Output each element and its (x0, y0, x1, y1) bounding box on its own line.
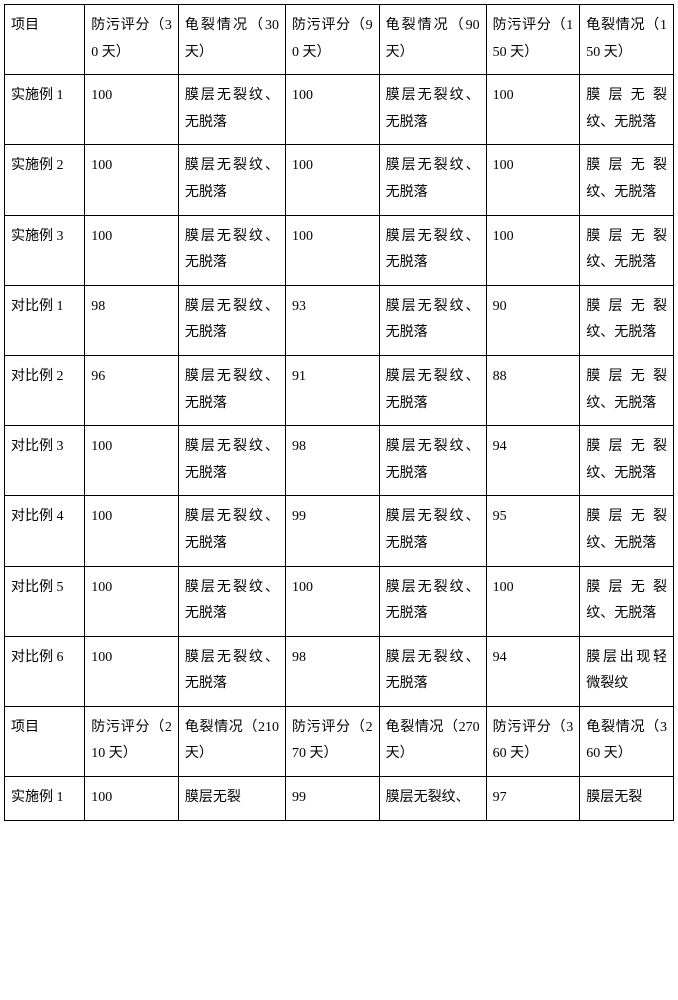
cell: 100 (85, 636, 179, 706)
cell: 龟裂情况（270 天） (379, 706, 486, 776)
cell: 实施例 2 (5, 145, 85, 215)
cell: 膜层无裂纹、无脱落 (580, 285, 674, 355)
cell: 膜层无裂纹、无脱落 (580, 215, 674, 285)
cell: 项目 (5, 5, 85, 75)
cell: 99 (285, 777, 379, 821)
cell: 龟裂情况（360 天） (580, 706, 674, 776)
cell: 膜层无裂 (178, 777, 285, 821)
cell: 防污评分（360 天） (486, 706, 580, 776)
cell: 膜层无裂纹、无脱落 (580, 496, 674, 566)
cell: 100 (85, 426, 179, 496)
cell: 膜层无裂纹、无脱落 (379, 426, 486, 496)
cell: 膜层无裂纹、无脱落 (379, 496, 486, 566)
cell: 实施例 1 (5, 75, 85, 145)
cell: 对比例 2 (5, 355, 85, 425)
cell: 100 (486, 215, 580, 285)
table-row: 实施例 2 100 膜层无裂纹、无脱落 100 膜层无裂纹、无脱落 100 膜层… (5, 145, 674, 215)
cell: 实施例 3 (5, 215, 85, 285)
cell: 膜层无裂 (580, 777, 674, 821)
cell: 实施例 1 (5, 777, 85, 821)
cell: 龟裂情况（150 天） (580, 5, 674, 75)
cell: 防污评分（90 天） (285, 5, 379, 75)
table-row: 实施例 1 100 膜层无裂 99 膜层无裂纹、 97 膜层无裂 (5, 777, 674, 821)
cell: 90 (486, 285, 580, 355)
data-table: 项目 防污评分（30 天） 龟裂情况（30 天） 防污评分（90 天） 龟裂情况… (4, 4, 674, 821)
table-row: 对比例 5 100 膜层无裂纹、无脱落 100 膜层无裂纹、无脱落 100 膜层… (5, 566, 674, 636)
cell: 97 (486, 777, 580, 821)
cell: 防污评分（30 天） (85, 5, 179, 75)
cell: 对比例 5 (5, 566, 85, 636)
cell: 膜层无裂纹、无脱落 (379, 145, 486, 215)
cell: 膜层无裂纹、无脱落 (379, 215, 486, 285)
cell: 防污评分（270 天） (285, 706, 379, 776)
cell: 94 (486, 426, 580, 496)
cell: 对比例 3 (5, 426, 85, 496)
cell: 95 (486, 496, 580, 566)
cell: 100 (285, 75, 379, 145)
cell: 膜层无裂纹、无脱落 (178, 145, 285, 215)
cell: 膜层无裂纹、无脱落 (580, 145, 674, 215)
cell: 99 (285, 496, 379, 566)
cell: 100 (486, 75, 580, 145)
cell: 100 (85, 566, 179, 636)
cell: 100 (85, 215, 179, 285)
cell: 防污评分（210 天） (85, 706, 179, 776)
cell: 膜层无裂纹、无脱落 (379, 566, 486, 636)
cell: 对比例 4 (5, 496, 85, 566)
cell: 膜层无裂纹、无脱落 (580, 355, 674, 425)
cell: 88 (486, 355, 580, 425)
cell: 膜层无裂纹、 (379, 777, 486, 821)
cell: 100 (285, 566, 379, 636)
cell: 98 (85, 285, 179, 355)
table-row: 对比例 4 100 膜层无裂纹、无脱落 99 膜层无裂纹、无脱落 95 膜层无裂… (5, 496, 674, 566)
table-row: 项目 防污评分（210 天） 龟裂情况（210 天） 防污评分（270 天） 龟… (5, 706, 674, 776)
cell: 对比例 1 (5, 285, 85, 355)
cell: 膜层无裂纹、无脱落 (580, 566, 674, 636)
cell: 膜层无裂纹、无脱落 (580, 75, 674, 145)
table-row: 对比例 6 100 膜层无裂纹、无脱落 98 膜层无裂纹、无脱落 94 膜层出现… (5, 636, 674, 706)
cell: 100 (486, 566, 580, 636)
table-row: 对比例 2 96 膜层无裂纹、无脱落 91 膜层无裂纹、无脱落 88 膜层无裂纹… (5, 355, 674, 425)
table-row: 项目 防污评分（30 天） 龟裂情况（30 天） 防污评分（90 天） 龟裂情况… (5, 5, 674, 75)
cell: 膜层无裂纹、无脱落 (178, 215, 285, 285)
cell: 100 (85, 145, 179, 215)
cell: 龟裂情况（210 天） (178, 706, 285, 776)
cell: 100 (285, 215, 379, 285)
cell: 91 (285, 355, 379, 425)
cell: 膜层无裂纹、无脱落 (178, 636, 285, 706)
table-row: 实施例 3 100 膜层无裂纹、无脱落 100 膜层无裂纹、无脱落 100 膜层… (5, 215, 674, 285)
cell: 膜层无裂纹、无脱落 (379, 75, 486, 145)
cell: 100 (285, 145, 379, 215)
cell: 膜层无裂纹、无脱落 (178, 566, 285, 636)
cell: 防污评分（150 天） (486, 5, 580, 75)
cell: 项目 (5, 706, 85, 776)
cell: 膜层无裂纹、无脱落 (178, 496, 285, 566)
table-row: 实施例 1 100 膜层无裂纹、无脱落 100 膜层无裂纹、无脱落 100 膜层… (5, 75, 674, 145)
cell: 94 (486, 636, 580, 706)
cell: 膜层无裂纹、无脱落 (178, 285, 285, 355)
cell: 膜层无裂纹、无脱落 (178, 426, 285, 496)
cell: 膜层无裂纹、无脱落 (379, 355, 486, 425)
cell: 100 (486, 145, 580, 215)
cell: 龟裂情况（90天） (379, 5, 486, 75)
cell: 膜层出现轻微裂纹 (580, 636, 674, 706)
cell: 膜层无裂纹、无脱落 (580, 426, 674, 496)
table-body: 项目 防污评分（30 天） 龟裂情况（30 天） 防污评分（90 天） 龟裂情况… (5, 5, 674, 821)
cell: 膜层无裂纹、无脱落 (178, 355, 285, 425)
table-row: 对比例 1 98 膜层无裂纹、无脱落 93 膜层无裂纹、无脱落 90 膜层无裂纹… (5, 285, 674, 355)
cell: 龟裂情况（30 天） (178, 5, 285, 75)
cell: 对比例 6 (5, 636, 85, 706)
cell: 98 (285, 426, 379, 496)
cell: 96 (85, 355, 179, 425)
table-row: 对比例 3 100 膜层无裂纹、无脱落 98 膜层无裂纹、无脱落 94 膜层无裂… (5, 426, 674, 496)
cell: 98 (285, 636, 379, 706)
cell: 膜层无裂纹、无脱落 (379, 636, 486, 706)
cell: 100 (85, 496, 179, 566)
cell: 膜层无裂纹、无脱落 (178, 75, 285, 145)
cell: 100 (85, 75, 179, 145)
cell: 93 (285, 285, 379, 355)
cell: 膜层无裂纹、无脱落 (379, 285, 486, 355)
cell: 100 (85, 777, 179, 821)
